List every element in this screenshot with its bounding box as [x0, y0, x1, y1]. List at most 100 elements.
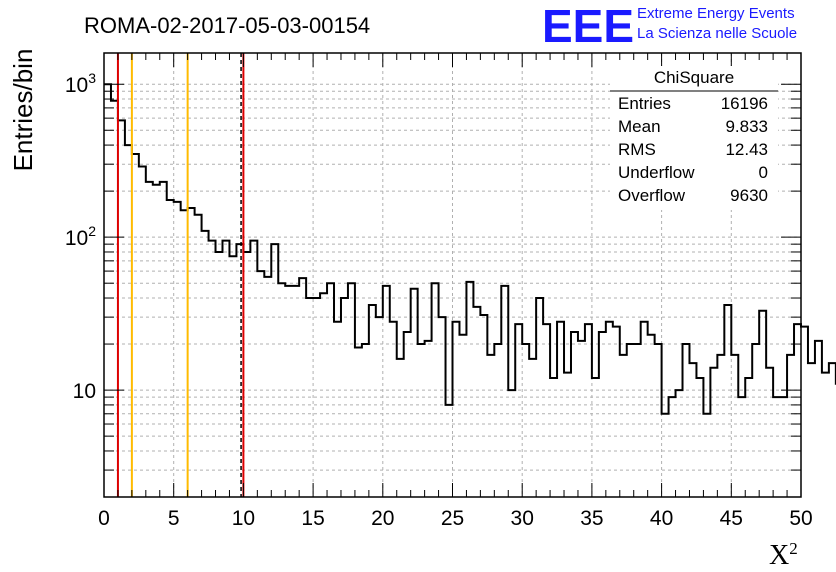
- stats-title: ChiSquare: [654, 68, 734, 87]
- histogram-bin: [815, 341, 822, 497]
- histogram-bin: [446, 405, 453, 497]
- histogram-bin: [243, 252, 250, 497]
- histogram-bin: [731, 355, 738, 497]
- histogram-bin: [355, 347, 362, 497]
- histogram-bin: [634, 344, 641, 497]
- stats-value: 12.43: [725, 140, 768, 159]
- histogram-bin: [578, 341, 585, 497]
- histogram-bin: [209, 241, 216, 497]
- histogram-bin: [132, 154, 139, 497]
- histogram-bin: [334, 322, 341, 497]
- x-tick-label: 10: [232, 507, 255, 530]
- histogram-bin: [348, 283, 355, 497]
- histogram-bin: [111, 101, 118, 497]
- histogram-bin: [250, 241, 257, 497]
- y-tick-label: 102: [65, 223, 96, 250]
- histogram-bin: [655, 344, 662, 497]
- y-tick-labels: 10 102 103: [65, 70, 96, 403]
- histogram-bin: [313, 298, 320, 497]
- histogram-bin: [662, 414, 669, 497]
- histogram-bin: [585, 324, 592, 497]
- y-axis-label: Entries/bin: [8, 49, 38, 172]
- x-tick-label: 15: [301, 507, 324, 530]
- histogram-bin: [222, 241, 229, 497]
- histogram-bin: [390, 322, 397, 497]
- histogram-bin: [202, 231, 209, 497]
- histogram-bin: [738, 397, 745, 497]
- histogram-bin: [418, 344, 425, 497]
- histogram-bin: [146, 182, 153, 497]
- histogram-bin: [794, 324, 801, 497]
- histogram-bin: [118, 120, 125, 497]
- x-axis-label: X2: [769, 539, 798, 571]
- histogram-bin: [550, 378, 557, 497]
- histogram-bin: [766, 368, 773, 497]
- histogram-bin: [543, 324, 550, 497]
- histogram-bin: [787, 355, 794, 497]
- stats-value: 0: [759, 163, 768, 182]
- histogram-bin: [487, 355, 494, 497]
- histogram-bin: [717, 355, 724, 497]
- histogram-bin: [571, 332, 578, 497]
- stats-label: Mean: [618, 117, 661, 136]
- histogram-bin: [139, 166, 146, 497]
- histogram-bin: [195, 215, 202, 497]
- histogram-bin: [480, 315, 487, 497]
- histogram-bin: [529, 359, 536, 497]
- histogram-bin: [125, 145, 132, 497]
- histogram-bin: [808, 363, 815, 497]
- histogram-bin: [648, 335, 655, 497]
- histogram-bin: [613, 327, 620, 497]
- histogram-bin: [188, 208, 195, 497]
- histogram-bin: [432, 283, 439, 497]
- histogram-bin: [773, 397, 780, 497]
- histogram-bin: [369, 305, 376, 497]
- x-tick-label: 20: [371, 507, 394, 530]
- histogram-bin: [703, 414, 710, 497]
- histogram-bin: [759, 311, 766, 497]
- y-tick-label: 10: [73, 380, 96, 403]
- stats-value: 16196: [721, 94, 768, 113]
- histogram-bin: [376, 317, 383, 497]
- x-tick-labels: 0 5 10 15 20 25 30 35 40 45 50: [98, 507, 813, 530]
- marker-lines: [116, 53, 245, 497]
- histogram-bin: [264, 277, 271, 497]
- histogram-bin: [710, 368, 717, 497]
- histogram-bin: [104, 84, 111, 497]
- histogram-bin: [439, 317, 446, 497]
- x-tick-label: 30: [511, 507, 534, 530]
- x-axis-label-exponent: 2: [789, 539, 798, 558]
- histogram-bin: [592, 378, 599, 497]
- histogram-bin: [620, 355, 627, 497]
- stats-label: Underflow: [618, 163, 695, 182]
- logo-line-1: Extreme Energy Events: [637, 5, 795, 22]
- stats-label: RMS: [618, 140, 656, 159]
- histogram-bin: [724, 305, 731, 497]
- histogram-bin: [557, 322, 564, 497]
- histogram-bin: [181, 210, 188, 497]
- histogram-bin: [411, 289, 418, 497]
- histogram-bin: [536, 298, 543, 497]
- histogram-outline: [104, 83, 836, 415]
- histogram-bin: [669, 397, 676, 497]
- histogram-bin: [292, 286, 299, 497]
- histogram-bin: [299, 278, 306, 497]
- histogram-bin: [508, 390, 515, 497]
- x-tick-label: 25: [441, 507, 464, 530]
- histogram-bin: [501, 286, 508, 497]
- histogram-bin: [320, 293, 327, 497]
- histogram-bin: [383, 286, 390, 497]
- histogram-bin: [425, 341, 432, 497]
- x-tick-label: 45: [720, 507, 743, 530]
- histogram-bin: [404, 332, 411, 497]
- logo-line-2: La Scienza nelle Scuole: [637, 25, 797, 42]
- histogram-bin: [696, 378, 703, 497]
- histogram-bin: [397, 359, 404, 497]
- histogram-bin: [745, 378, 752, 497]
- histogram-bin: [167, 200, 174, 497]
- histogram-bin: [752, 344, 759, 497]
- histogram-bin: [780, 397, 787, 497]
- chart-title: ROMA-02-2017-05-03-00154: [84, 13, 370, 38]
- histogram-bin: [515, 324, 522, 497]
